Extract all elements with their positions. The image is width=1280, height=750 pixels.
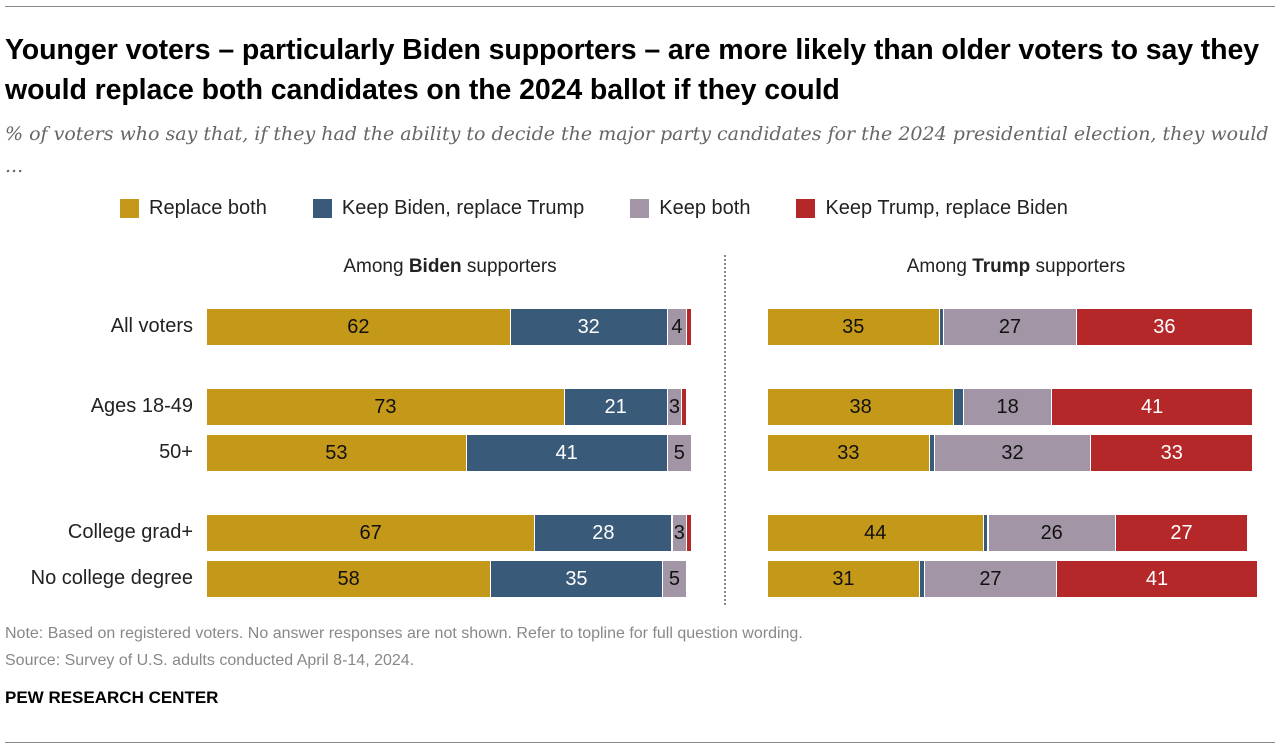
data-label: 36 — [1153, 315, 1176, 338]
legend-item: Replace both — [120, 197, 267, 220]
data-label: 35 — [842, 315, 865, 338]
bar-segment: 32 — [934, 435, 1092, 471]
bar-segment: 36 — [1076, 309, 1254, 345]
bottom-rule — [5, 742, 1275, 743]
note: Note: Based on registered voters. No ans… — [5, 625, 803, 642]
bar-segment: 67 — [207, 515, 536, 551]
chart-title: Younger voters – particularly Biden supp… — [5, 34, 1259, 106]
bar-segment — [682, 389, 688, 425]
data-label: 35 — [565, 567, 588, 590]
row-label: No college degree — [30, 567, 193, 589]
data-label: 38 — [849, 395, 872, 418]
bar-segment: 32 — [510, 309, 668, 345]
legend-label: Replace both — [149, 197, 267, 219]
bar-segment: 28 — [535, 515, 673, 551]
bar-segment: 58 — [207, 561, 492, 597]
legend-swatch — [120, 199, 139, 218]
data-label: 32 — [577, 315, 600, 338]
data-label: 41 — [1141, 395, 1164, 418]
bar-segment: 21 — [564, 389, 668, 425]
source: Source: Survey of U.S. adults conducted … — [5, 652, 415, 669]
legend-item: Keep Biden, replace Trump — [312, 197, 585, 220]
legend-swatch — [312, 199, 332, 218]
data-label: 3 — [673, 521, 685, 544]
bar-segment — [983, 515, 989, 551]
bar-segment: 4 — [667, 309, 688, 345]
bar-segment: 38 — [768, 389, 955, 425]
row-label: Ages 18-49 — [90, 395, 193, 417]
data-label: 5 — [673, 441, 685, 464]
row-label: 50+ — [159, 441, 193, 463]
data-label: 28 — [592, 521, 615, 544]
panel-title-biden: Among Biden supporters — [343, 256, 557, 277]
panel-divider — [724, 255, 726, 605]
data-label: 4 — [671, 315, 683, 338]
panel-title-trump: Among Trump supporters — [906, 256, 1126, 277]
data-label: 26 — [1040, 521, 1063, 544]
bar-segment: 41 — [466, 435, 668, 471]
bar-segment: 5 — [667, 435, 693, 471]
data-label: 27 — [979, 567, 1002, 590]
data-label: 41 — [555, 441, 578, 464]
bar-segment: 5 — [662, 561, 688, 597]
data-label: 3 — [668, 395, 680, 418]
bar-segment: 53 — [207, 435, 467, 471]
data-label: 44 — [864, 521, 887, 544]
bar-segment: 33 — [768, 435, 930, 471]
bar-segment: 27 — [924, 561, 1058, 597]
bar-segment: 31 — [768, 561, 920, 597]
data-label: 31 — [832, 567, 855, 590]
data-label: 32 — [1001, 441, 1024, 464]
legend: Replace both Keep Biden, replace Trump Kee… — [120, 197, 1114, 220]
data-label: 27 — [1170, 521, 1193, 544]
data-label: 41 — [1145, 567, 1169, 590]
legend-swatch — [630, 199, 650, 218]
brand-logo: PEW RESEARCH CENTER — [5, 688, 219, 707]
legend-label: Keep Biden, replace Trump — [341, 197, 585, 219]
legend-label: Keep both — [659, 197, 751, 219]
bar-segment — [687, 515, 693, 551]
row-label: College grad+ — [67, 521, 193, 543]
bar-segment: 35 — [768, 309, 940, 345]
bar-segment: 35 — [491, 561, 663, 597]
data-label: 21 — [604, 395, 627, 418]
bar-segment: 18 — [964, 389, 1053, 425]
bar-segment — [929, 435, 935, 471]
data-label: 33 — [1160, 441, 1183, 464]
bar-segment: 44 — [768, 515, 984, 551]
bar-segment — [939, 309, 945, 345]
data-label: 58 — [337, 567, 360, 590]
bar-segment: 27 — [944, 309, 1077, 345]
legend-swatch — [796, 199, 816, 218]
bar-segment: 33 — [1091, 435, 1254, 471]
bar-segment: 41 — [1057, 561, 1258, 597]
bar-segment: 41 — [1052, 389, 1254, 425]
data-label: 73 — [374, 395, 397, 418]
data-label: 53 — [325, 441, 348, 464]
top-rule — [5, 6, 1275, 7]
data-label: 67 — [359, 521, 382, 544]
legend-label: Keep Trump, replace Biden — [825, 197, 1068, 219]
bar-segment — [954, 389, 964, 425]
bar-segment: 73 — [207, 389, 565, 425]
bar-segment — [919, 561, 925, 597]
data-label: 5 — [668, 567, 680, 590]
bar-segment: 26 — [988, 515, 1116, 551]
legend-item: Keep both — [630, 197, 750, 220]
data-label: 18 — [996, 395, 1019, 418]
data-label: 62 — [347, 315, 370, 338]
bar-segment — [687, 309, 693, 345]
data-label: 33 — [837, 441, 860, 464]
chart-subtitle: % of voters who say that, if they had th… — [5, 123, 1269, 177]
bar-segment: 3 — [672, 515, 688, 551]
bar-segment: 27 — [1115, 515, 1249, 551]
bar-segment: 3 — [667, 389, 683, 425]
data-label: 27 — [998, 315, 1022, 338]
bar-segment: 62 — [207, 309, 511, 345]
row-label: All voters — [110, 315, 193, 337]
legend-item: Keep Trump, replace Biden — [796, 197, 1068, 220]
